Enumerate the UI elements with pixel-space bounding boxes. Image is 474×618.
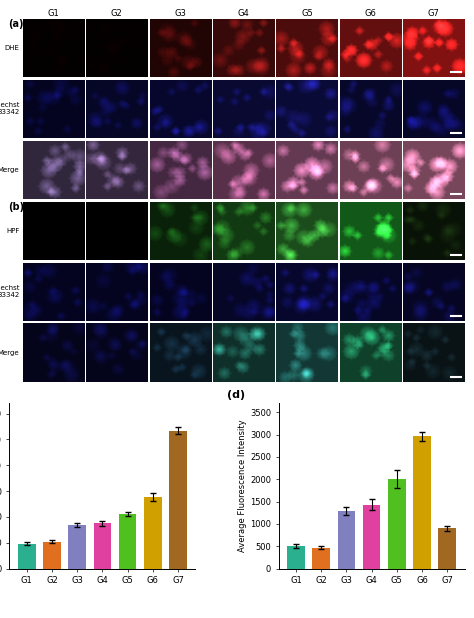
Text: Merge: Merge bbox=[0, 350, 19, 356]
Text: DHE: DHE bbox=[5, 45, 19, 51]
Title: G6: G6 bbox=[365, 9, 376, 18]
Text: (a): (a) bbox=[9, 19, 24, 28]
Text: HPF: HPF bbox=[6, 228, 19, 234]
Text: (b): (b) bbox=[9, 201, 25, 211]
Bar bbox=[68, 525, 86, 569]
Text: Hoechst
33342: Hoechst 33342 bbox=[0, 103, 19, 116]
Text: Hoechst
33342: Hoechst 33342 bbox=[0, 286, 19, 298]
Text: (d): (d) bbox=[227, 390, 245, 400]
Bar bbox=[438, 528, 456, 569]
Title: G4: G4 bbox=[238, 9, 249, 18]
Bar bbox=[363, 505, 381, 569]
Title: G5: G5 bbox=[301, 9, 313, 18]
Bar bbox=[43, 542, 61, 569]
Bar bbox=[287, 546, 305, 569]
Title: G1: G1 bbox=[47, 9, 59, 18]
Bar bbox=[93, 523, 111, 569]
Bar bbox=[118, 514, 137, 569]
Bar bbox=[388, 479, 406, 569]
Bar bbox=[18, 544, 36, 569]
Title: G3: G3 bbox=[174, 9, 186, 18]
Title: G2: G2 bbox=[111, 9, 123, 18]
Bar bbox=[169, 431, 187, 569]
Bar bbox=[144, 497, 162, 569]
Title: G7: G7 bbox=[428, 9, 440, 18]
Bar bbox=[337, 511, 356, 569]
Bar bbox=[312, 548, 330, 569]
Bar bbox=[413, 436, 431, 569]
Text: Merge: Merge bbox=[0, 167, 19, 173]
Y-axis label: Average Fluorescence Intensity: Average Fluorescence Intensity bbox=[238, 420, 247, 552]
